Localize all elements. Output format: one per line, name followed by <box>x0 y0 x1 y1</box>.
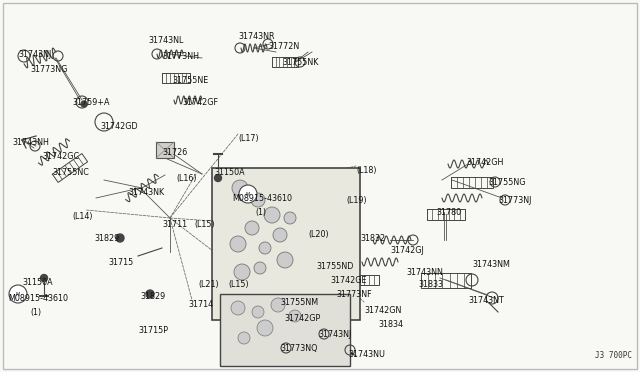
Text: M: M <box>246 192 250 196</box>
Text: (L16): (L16) <box>176 174 196 183</box>
Bar <box>212 168 360 320</box>
Circle shape <box>146 290 154 298</box>
Text: (L18): (L18) <box>356 166 376 175</box>
Text: 31834: 31834 <box>378 320 403 329</box>
Circle shape <box>289 310 301 322</box>
Circle shape <box>9 285 27 303</box>
Text: 31773NG: 31773NG <box>30 65 67 74</box>
Circle shape <box>264 207 280 223</box>
Text: 31150A: 31150A <box>214 168 244 177</box>
Circle shape <box>252 306 264 318</box>
Circle shape <box>116 234 124 242</box>
Text: (L19): (L19) <box>346 196 367 205</box>
Text: 31726: 31726 <box>162 148 188 157</box>
Circle shape <box>277 252 293 268</box>
Text: 31743NL: 31743NL <box>148 36 184 45</box>
Bar <box>156 142 174 158</box>
Text: 31743NR: 31743NR <box>238 32 275 41</box>
Text: 31759+A: 31759+A <box>72 98 109 107</box>
Text: 31150A: 31150A <box>22 278 52 287</box>
Circle shape <box>257 320 273 336</box>
Text: 31780: 31780 <box>436 208 461 217</box>
Text: 31755NM: 31755NM <box>280 298 318 307</box>
Text: 31742GJ: 31742GJ <box>390 246 424 255</box>
Text: 31743NJ: 31743NJ <box>318 330 351 339</box>
Text: 31742GD: 31742GD <box>100 122 138 131</box>
Text: 31743NK: 31743NK <box>128 188 164 197</box>
Text: 31743NM: 31743NM <box>472 260 510 269</box>
Text: 31711: 31711 <box>162 220 187 229</box>
Circle shape <box>259 242 271 254</box>
Text: (L15): (L15) <box>194 220 214 229</box>
Circle shape <box>254 262 266 274</box>
Text: 31743NH: 31743NH <box>12 138 49 147</box>
Text: 31755NE: 31755NE <box>172 76 208 85</box>
Circle shape <box>245 221 259 235</box>
Text: M: M <box>16 292 20 296</box>
Text: 31755NG: 31755NG <box>488 178 525 187</box>
Text: 31773NQ: 31773NQ <box>280 344 317 353</box>
Circle shape <box>234 264 250 280</box>
Text: 31755NC: 31755NC <box>52 168 89 177</box>
Text: (L15): (L15) <box>228 280 248 289</box>
Text: (L21): (L21) <box>198 280 219 289</box>
Text: 31773NH: 31773NH <box>162 52 199 61</box>
Text: (L20): (L20) <box>308 230 328 239</box>
Text: 31755ND: 31755ND <box>316 262 353 271</box>
Text: 31829: 31829 <box>94 234 119 243</box>
Text: (1): (1) <box>30 308 41 317</box>
Text: 31715P: 31715P <box>138 326 168 335</box>
Circle shape <box>238 332 250 344</box>
Circle shape <box>214 174 221 182</box>
Text: 31743NT: 31743NT <box>468 296 504 305</box>
Circle shape <box>40 275 47 282</box>
Text: 31829: 31829 <box>140 292 165 301</box>
Circle shape <box>232 180 248 196</box>
Text: J3 700PC: J3 700PC <box>595 351 632 360</box>
Text: M08915-43610: M08915-43610 <box>8 294 68 303</box>
Text: 31743NJ: 31743NJ <box>18 50 51 59</box>
Circle shape <box>284 212 296 224</box>
Text: (L14): (L14) <box>72 212 93 221</box>
Circle shape <box>251 193 265 207</box>
Text: 31742GN: 31742GN <box>364 306 401 315</box>
Text: 31714: 31714 <box>188 300 213 309</box>
Text: (1): (1) <box>255 208 266 217</box>
Text: (L17): (L17) <box>238 134 259 143</box>
Circle shape <box>239 185 257 203</box>
Text: 31773NF: 31773NF <box>336 290 372 299</box>
Text: 31742GP: 31742GP <box>284 314 320 323</box>
Text: 31773NJ: 31773NJ <box>498 196 531 205</box>
Text: 31832: 31832 <box>360 234 385 243</box>
Text: 31715: 31715 <box>108 258 133 267</box>
Circle shape <box>231 301 245 315</box>
Text: 31742GE: 31742GE <box>330 276 367 285</box>
Circle shape <box>81 101 87 107</box>
Circle shape <box>273 228 287 242</box>
Text: 31742GF: 31742GF <box>182 98 218 107</box>
Text: M08915-43610: M08915-43610 <box>232 194 292 203</box>
Text: 31833: 31833 <box>418 280 443 289</box>
Circle shape <box>230 236 246 252</box>
Text: 31743NU: 31743NU <box>348 350 385 359</box>
Text: 31742GC: 31742GC <box>42 152 79 161</box>
Text: 31742GH: 31742GH <box>466 158 504 167</box>
Bar <box>220 294 350 366</box>
Text: 31772N: 31772N <box>268 42 300 51</box>
Text: 31755NK: 31755NK <box>282 58 318 67</box>
Text: 31743NN: 31743NN <box>406 268 443 277</box>
Circle shape <box>271 298 285 312</box>
